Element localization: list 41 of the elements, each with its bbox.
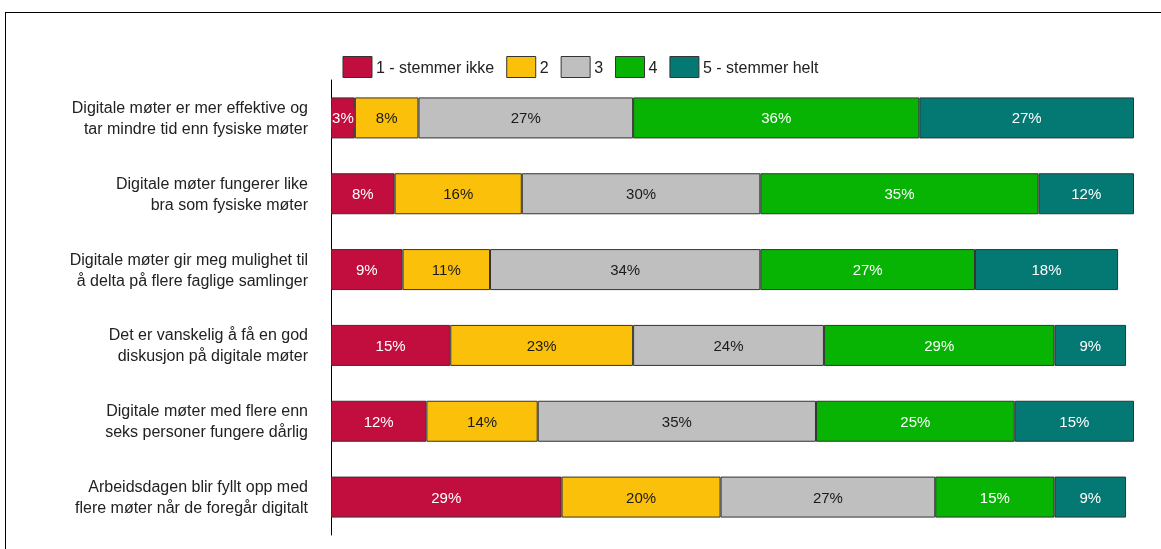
y-tick-label: Det er vanskelig å få en god diskusjon på digitale møter <box>108 326 309 365</box>
data-label: 18% <box>1031 261 1062 279</box>
data-label: 27% <box>1011 109 1042 127</box>
data-label: 20% <box>626 488 657 506</box>
data-label: 27% <box>852 261 883 279</box>
y-tick-label: Digitale møter gir meg mulighet til å delta på flere faglige samlinger <box>69 250 309 289</box>
data-label: 9% <box>355 261 378 279</box>
data-label: 34% <box>610 261 641 279</box>
data-label: 15% <box>1059 412 1090 430</box>
data-label: 27% <box>510 109 541 127</box>
data-label: 3% <box>332 109 354 127</box>
data-label: 23% <box>526 336 557 354</box>
y-tick-label: Digitale møter er mer effektive og tar mindre tid enn fysiske møter <box>71 98 309 137</box>
data-label: 11% <box>431 261 461 279</box>
data-label: 15% <box>375 336 406 354</box>
data-label: 35% <box>884 185 915 203</box>
y-tick-label: Digitale møter med flere enn seks personer fungere dårlig <box>105 402 308 441</box>
data-label: 9% <box>1079 336 1102 354</box>
data-label: 12% <box>1071 185 1102 203</box>
data-label: 24% <box>713 336 744 354</box>
data-label: 9% <box>1079 488 1102 506</box>
data-label: 14% <box>467 412 498 430</box>
data-label: 15% <box>979 488 1010 506</box>
data-label: 8% <box>375 109 398 127</box>
y-tick-label: Arbeidsdagen blir fyllt opp med flere møter når de foregår digitalt <box>75 478 309 517</box>
legend-label: 5 - stemmer helt <box>702 58 820 76</box>
data-label: 16% <box>443 185 474 203</box>
legend-label: 1 - stemmer ikke <box>375 58 495 76</box>
legend-label: 3 <box>594 58 604 76</box>
data-label: 27% <box>812 488 843 506</box>
data-label: 36% <box>761 109 792 127</box>
data-label: 8% <box>351 185 374 203</box>
data-label: 35% <box>661 412 692 430</box>
data-label: 29% <box>431 488 462 506</box>
data-label: 30% <box>626 185 657 203</box>
data-label: 25% <box>900 412 931 430</box>
legend-label: 2 <box>539 58 549 76</box>
data-label: 12% <box>363 412 394 430</box>
y-tick-label: Digitale møter fungerer like bra som fysiske møter <box>115 174 309 213</box>
legend-label: 4 <box>648 58 658 76</box>
data-label: 29% <box>924 336 955 354</box>
